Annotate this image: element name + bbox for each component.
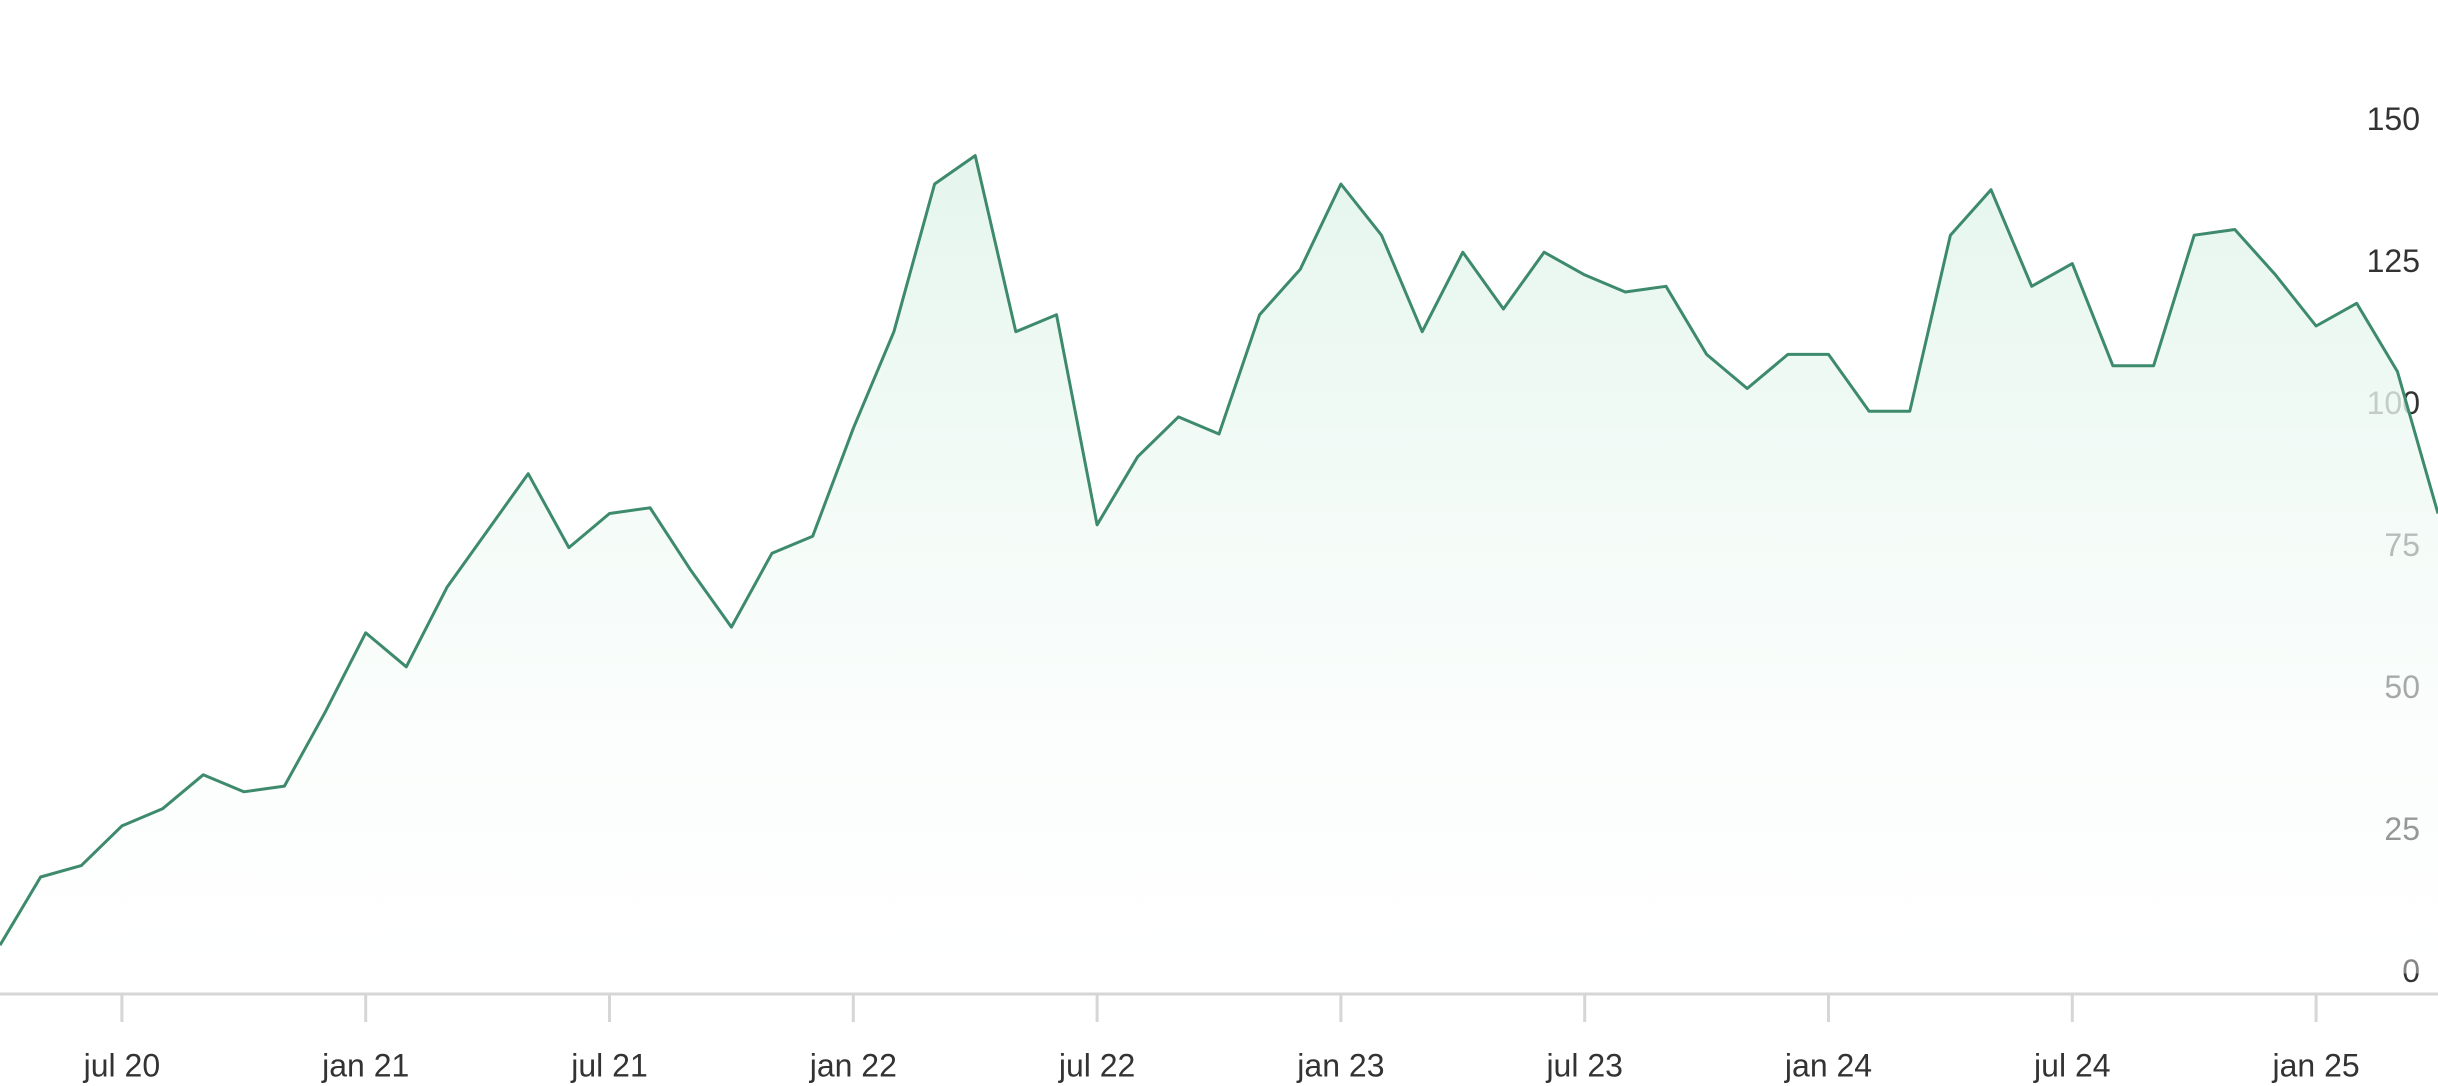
price-line — [0, 154, 2438, 946]
y-tick-label: 125 — [2367, 243, 2420, 279]
x-tick-label: jul 20 — [83, 1047, 161, 1083]
x-tick-label: jan 24 — [1784, 1047, 1872, 1083]
y-tick-label: 150 — [2367, 101, 2420, 137]
x-tick-label: jul 23 — [1545, 1047, 1623, 1083]
area-fill — [0, 155, 2438, 974]
x-tick-label: jul 24 — [2033, 1047, 2111, 1083]
x-tick-label: jan 25 — [2272, 1047, 2360, 1083]
x-tick-label: jan 22 — [809, 1047, 897, 1083]
x-tick-label: jul 21 — [570, 1047, 648, 1083]
x-tick-label: jul 22 — [1058, 1047, 1136, 1083]
x-tick-label: jan 21 — [321, 1047, 409, 1083]
x-tick-label: jan 23 — [1296, 1047, 1384, 1083]
